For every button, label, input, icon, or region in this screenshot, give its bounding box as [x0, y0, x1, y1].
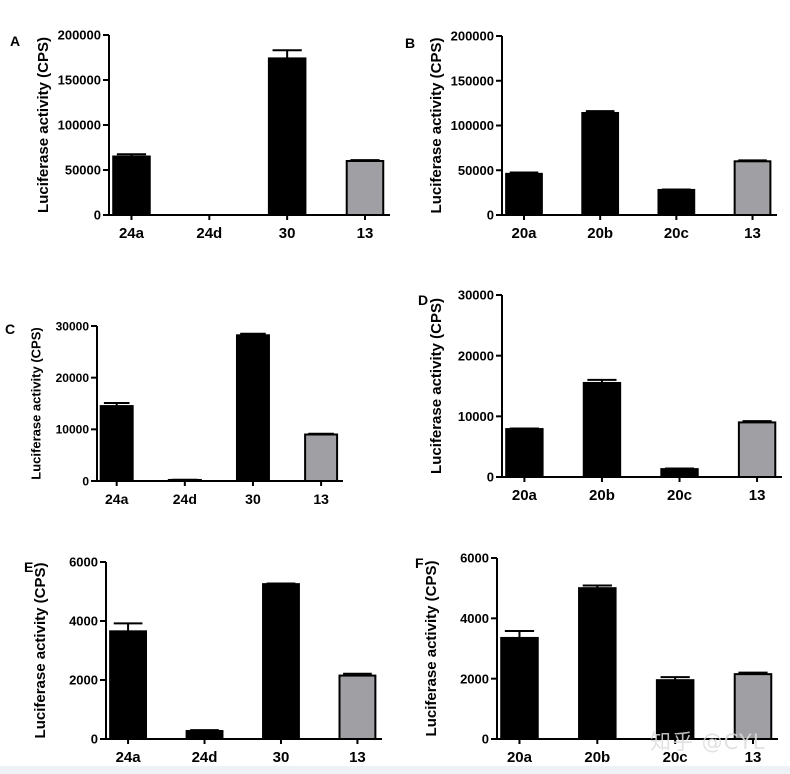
y-tick-label: 10000: [458, 409, 494, 424]
y-tick-label: 200000: [58, 28, 101, 43]
bar-13: [737, 421, 777, 478]
y-tick-label: 2000: [69, 673, 98, 688]
x-tick-label: 24d: [196, 225, 222, 242]
bar-30: [262, 583, 300, 740]
x-tick-label: 13: [313, 491, 329, 507]
x-tick-label: 24a: [116, 749, 142, 766]
x-tick-label: 20b: [584, 749, 610, 766]
y-tick-label: 30000: [458, 288, 494, 303]
panel-label: A: [10, 33, 20, 49]
y-tick-label: 2000: [460, 671, 489, 686]
x-tick-label: 30: [245, 491, 261, 507]
y-axis-title: Luciferase activity (CPS): [35, 37, 52, 213]
x-tick-label: 20a: [511, 225, 537, 242]
bar-13: [338, 674, 377, 741]
watermark: 知乎 @CYL: [650, 730, 766, 754]
x-tick-label: 13: [357, 225, 374, 242]
x-tick-label: 20b: [587, 225, 613, 242]
y-axis-title: Luciferase activity (CPS): [32, 563, 49, 739]
x-tick-label: 24d: [192, 749, 218, 766]
x-tick-label: 30: [273, 749, 290, 766]
x-tick-label: 13: [744, 225, 761, 242]
y-tick-label: 4000: [460, 611, 489, 626]
x-tick-label: 24a: [105, 491, 129, 507]
bar-24d: [185, 730, 224, 740]
panel-label: D: [418, 292, 428, 308]
y-tick-label: 0: [94, 208, 101, 223]
y-tick-label: 100000: [451, 118, 494, 133]
x-tick-label: 20b: [589, 487, 615, 504]
bar-20b: [578, 587, 617, 741]
y-tick-label: 50000: [458, 163, 494, 178]
y-tick-label: 10000: [56, 423, 90, 437]
y-axis-title: Luciferase activity (CPS): [423, 561, 440, 737]
bar-20c: [657, 188, 696, 217]
y-tick-label: 150000: [451, 73, 494, 88]
y-tick-label: 0: [482, 732, 489, 747]
y-axis-title: Luciferase activity (CPS): [428, 38, 445, 214]
bar-20b: [581, 111, 620, 216]
y-tick-label: 30000: [56, 319, 90, 333]
x-tick-label: 20c: [663, 749, 688, 766]
bar-20c: [655, 679, 695, 740]
y-tick-label: 20000: [56, 371, 90, 385]
bar-30: [267, 57, 307, 217]
bar-24d: [167, 478, 202, 483]
bar-13: [733, 673, 773, 740]
bar-13: [345, 160, 385, 216]
bar-20a: [500, 636, 539, 740]
panel-label: F: [415, 555, 424, 571]
bar-20a: [505, 428, 544, 478]
y-axis-title: Luciferase activity (CPS): [428, 298, 445, 474]
x-tick-label: 24d: [173, 491, 197, 507]
panel-label: C: [5, 321, 15, 337]
bar-20c: [660, 468, 699, 479]
x-tick-label: 24a: [119, 225, 145, 242]
y-tick-label: 100000: [58, 118, 101, 133]
x-tick-label: 20c: [667, 487, 692, 504]
panel-c: C 0 10000 20000 30000 Luciferase activity (CP…: [5, 319, 343, 507]
y-tick-label: 0: [82, 474, 89, 488]
bar-24a: [109, 630, 148, 741]
x-tick-label: 20a: [512, 487, 538, 504]
bar-30: [235, 334, 270, 482]
y-tick-label: 20000: [458, 348, 494, 363]
y-tick-label: 150000: [58, 73, 101, 88]
panel-d: D 0 10000 20000 30000 Luciferase activity (CP…: [418, 288, 782, 504]
panel-label: B: [405, 35, 415, 51]
x-tick-label: 30: [279, 225, 296, 242]
y-tick-label: 50000: [65, 163, 101, 178]
bar-13: [304, 433, 339, 482]
panel-label: E: [24, 559, 33, 575]
x-tick-label: 20a: [507, 749, 533, 766]
y-tick-label: 200000: [451, 29, 494, 44]
panel-f: F 0 2000 4000 6000 Luciferase activity (CPS) 2…: [415, 551, 778, 766]
x-tick-label: 13: [745, 749, 762, 766]
y-tick-label: 0: [487, 208, 494, 223]
bar-13: [733, 160, 772, 217]
panel-b: B 0 50000 100000 150000 200000 Luciferase acti…: [405, 29, 777, 242]
bar-24a: [112, 155, 151, 216]
y-axis-title: Luciferase activity (CPS): [29, 327, 44, 479]
x-tick-label: 13: [349, 749, 366, 766]
y-tick-label: 6000: [460, 551, 489, 566]
y-tick-label: 6000: [69, 555, 98, 570]
y-tick-label: 4000: [69, 614, 98, 629]
bar-20b: [582, 381, 622, 479]
bar-24a: [99, 405, 134, 483]
panel-a: A 0 50000 100000 150000 200000 Luciferase acti…: [10, 28, 390, 242]
x-tick-label: 13: [749, 487, 766, 504]
footer-strip: [0, 766, 790, 774]
bar-20a: [505, 172, 543, 216]
x-tick-label: 20c: [664, 225, 689, 242]
y-tick-label: 0: [487, 470, 494, 485]
panel-e: E 0 2000 4000 6000 Luciferase activity (CPS) 2…: [24, 555, 382, 766]
y-tick-label: 0: [91, 732, 98, 747]
